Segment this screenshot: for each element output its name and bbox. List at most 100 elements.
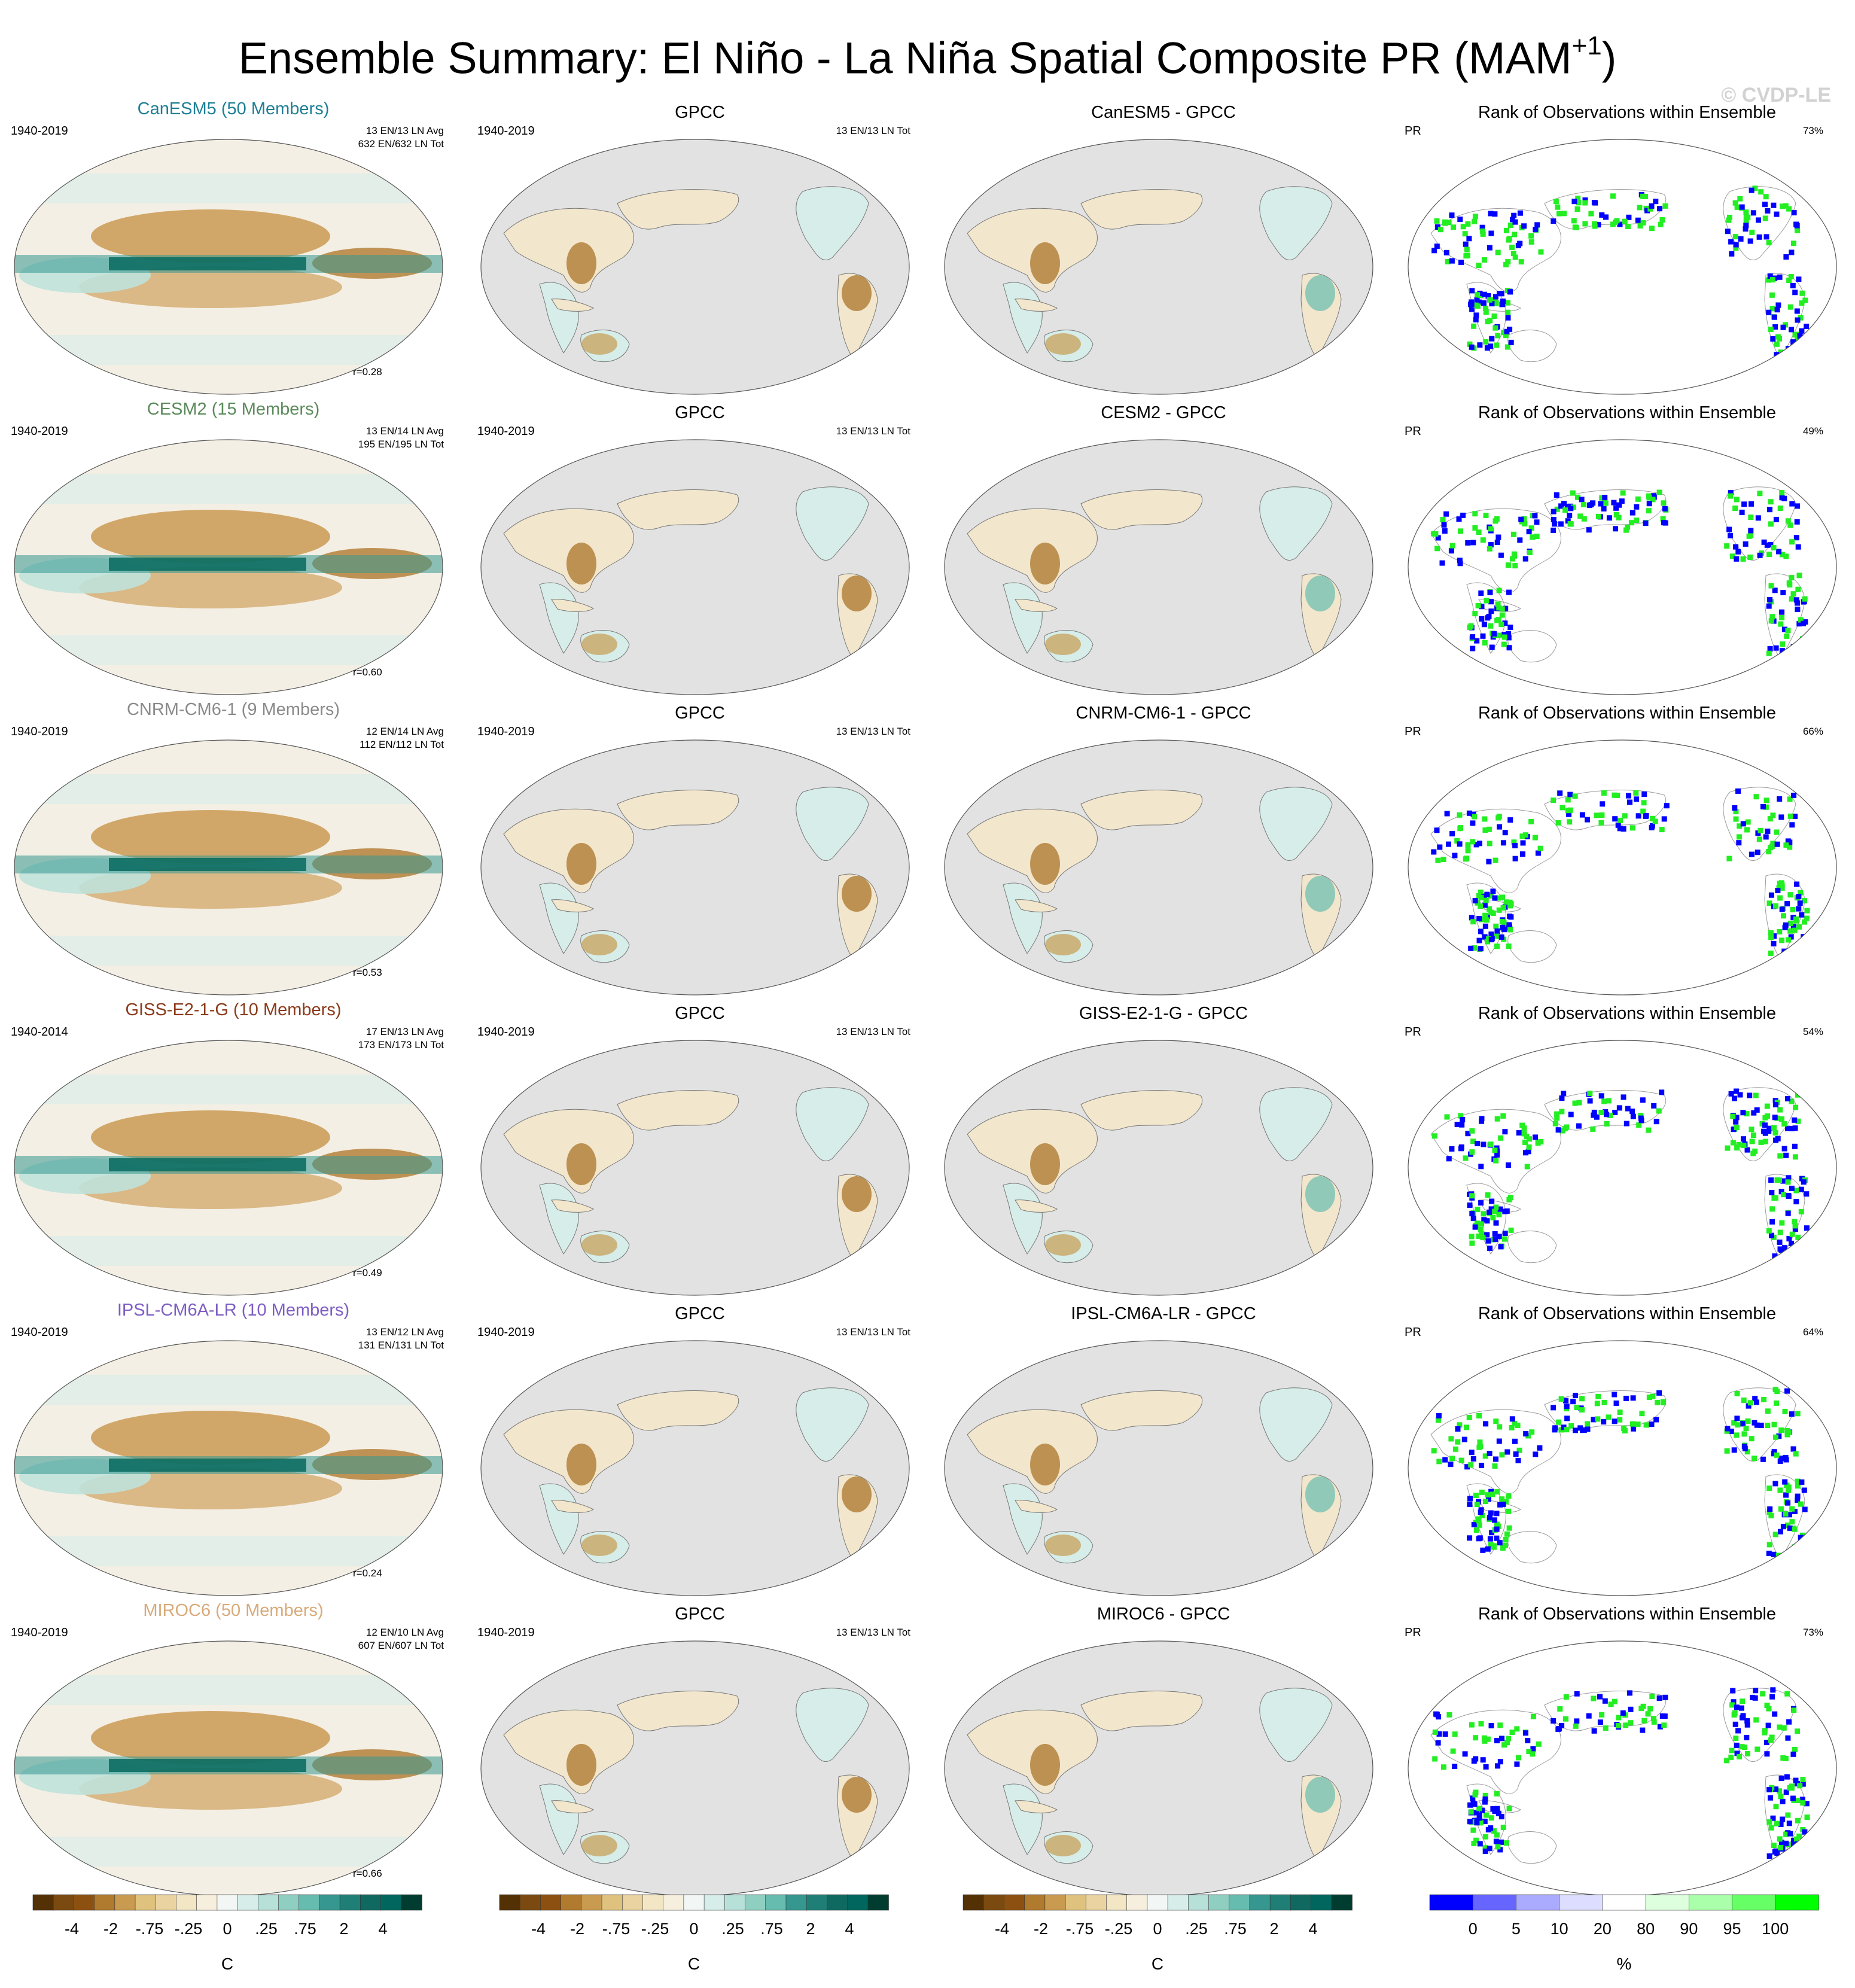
colorbar: -4 -2 -.75 -.25 0 .25 .75 2 4 C <box>497 1882 891 1973</box>
colorbar-swatch <box>581 1894 602 1911</box>
colorbar-swatch <box>703 1894 726 1911</box>
model-title: CanESM5 (50 Members) <box>137 99 330 118</box>
colorbar-swatch <box>1516 1894 1560 1911</box>
total-counts: 131 EN/131 LN Tot <box>358 1339 444 1351</box>
period-label: 1940-2019 <box>477 1326 535 1339</box>
colorbar-swatch <box>114 1894 136 1911</box>
colorbar-swatch <box>380 1894 402 1911</box>
difference-panel: MIROC6 - GPCC <box>936 1603 1391 1905</box>
colorbar-swatch <box>1126 1894 1148 1911</box>
total-counts: 112 EN/112 LN Tot <box>360 739 444 750</box>
colorbar: 0 5 10 20 80 90 95 100% <box>1427 1882 1822 1973</box>
difference-panel: GISS-E2-1-G - GPCC <box>936 1003 1391 1305</box>
colorbar-tick-label: 5 <box>1512 1920 1521 1938</box>
colorbar-swatch <box>298 1894 320 1911</box>
pattern-correlation: r=0.60 <box>353 666 382 678</box>
rank-percent: 54% <box>1802 1026 1823 1037</box>
colorbar-swatch <box>176 1894 197 1911</box>
model-panel: CNRM-CM6-1 (9 Members) 1940-2019 12 EN/14 … <box>6 700 461 1004</box>
colorbar-tick-label: 2 <box>806 1920 815 1938</box>
difference-title: CNRM-CM6-1 - GPCC <box>1076 704 1251 723</box>
period-label: 1940-2019 <box>11 725 68 738</box>
colorbar-swatch <box>499 1894 521 1911</box>
event-counts: 12 EN/14 LN Avg 112 EN/112 LN Tot <box>360 725 444 751</box>
difference-title: IPSL-CM6A-LR - GPCC <box>1071 1304 1256 1323</box>
total-counts: 173 EN/173 LN Tot <box>358 1039 444 1051</box>
model-map <box>14 139 443 395</box>
model-map <box>14 1640 443 1896</box>
model-panel: CanESM5 (50 Members) 1940-2019 13 EN/13 LN… <box>6 99 461 404</box>
colorbar-swatch <box>217 1894 238 1911</box>
diff-map <box>944 1640 1373 1896</box>
pattern-correlation: r=0.53 <box>353 967 382 978</box>
obs-title: GPCC <box>675 1605 725 1624</box>
colorbar-swatch <box>1732 1894 1776 1911</box>
event-counts: 17 EN/13 LN Avg 173 EN/173 LN Tot <box>358 1025 444 1052</box>
colorbar-swatch <box>1085 1894 1107 1911</box>
rank-title: Rank of Observations within Ensemble <box>1478 403 1777 422</box>
obs-counts: 13 EN/13 LN Tot <box>836 726 910 737</box>
period-label: 1940-2019 <box>11 1326 68 1339</box>
model-map <box>14 739 443 995</box>
obs-panel: GPCC 1940-2019 13 EN/13 LN Tot <box>473 702 927 1004</box>
colorbar-swatch <box>237 1894 259 1911</box>
colorbar-tick-label: 0 <box>1469 1920 1478 1938</box>
difference-panel: CNRM-CM6-1 - GPCC <box>936 702 1391 1004</box>
colorbar-swatch <box>1645 1894 1690 1911</box>
obs-counts: 13 EN/13 LN Tot <box>836 1326 910 1338</box>
colorbar-tick-label: -.75 <box>1066 1920 1094 1938</box>
colorbar-swatch <box>1559 1894 1603 1911</box>
rank-variable: PR <box>1405 725 1421 738</box>
colorbar: -4 -2 -.75 -.25 0 .25 .75 2 4 C <box>30 1882 425 1973</box>
colorbar-unit: C <box>221 1954 234 1973</box>
colorbar-swatch <box>1044 1894 1066 1911</box>
colorbar-tick-label: -4 <box>531 1920 546 1938</box>
colorbar-swatch <box>74 1894 95 1911</box>
avg-counts: 13 EN/13 LN Avg <box>365 125 444 136</box>
colorbar-swatch <box>847 1894 869 1911</box>
colorbar-unit: C <box>687 1954 700 1973</box>
colorbar-tick-label: -2 <box>1034 1920 1048 1938</box>
obs-title: GPCC <box>675 1304 725 1323</box>
colorbar-tick-label: .75 <box>294 1920 316 1938</box>
model-map <box>14 1340 443 1596</box>
event-counts: 13 EN/12 LN Avg 131 EN/131 LN Tot <box>358 1326 444 1352</box>
colorbar-swatch <box>360 1894 382 1911</box>
rank-variable: PR <box>1405 1025 1421 1039</box>
obs-panel: GPCC 1940-2019 13 EN/13 LN Tot <box>473 102 927 404</box>
period-label: 1940-2019 <box>477 1626 535 1639</box>
colorbar-swatch <box>135 1894 157 1911</box>
pattern-correlation: r=0.28 <box>353 366 382 377</box>
obs-map <box>480 1640 910 1896</box>
rank-title: Rank of Observations within Ensemble <box>1478 103 1777 122</box>
rank-percent: 49% <box>1802 425 1823 437</box>
diff-map <box>944 439 1373 695</box>
colorbar-swatch <box>32 1894 54 1911</box>
period-label: 1940-2019 <box>477 1025 535 1039</box>
colorbar-swatch <box>827 1894 848 1911</box>
model-panel: IPSL-CM6A-LR (10 Members) 1940-2019 13 EN/… <box>6 1301 461 1605</box>
avg-counts: 13 EN/14 LN Avg <box>365 425 444 437</box>
rank-panel: Rank of Observations within Ensemble PR 64… <box>1400 1303 1854 1605</box>
total-counts: 607 EN/607 LN Tot <box>358 1640 444 1651</box>
obs-map <box>480 439 910 695</box>
colorbar-tick-label: -.25 <box>1105 1920 1133 1938</box>
colorbar-tick-label: -2 <box>103 1920 118 1938</box>
colorbar-swatch <box>806 1894 828 1911</box>
period-label: 1940-2019 <box>477 425 535 438</box>
rank-panel: Rank of Observations within Ensemble PR 66… <box>1400 702 1854 1004</box>
obs-map <box>480 739 910 995</box>
colorbar-swatch <box>622 1894 644 1911</box>
colorbar-tick-label: -4 <box>995 1920 1009 1938</box>
model-title: CESM2 (15 Members) <box>147 400 320 419</box>
colorbar-swatch <box>1602 1894 1646 1911</box>
colorbar-swatch <box>1249 1894 1271 1911</box>
model-title: MIROC6 (50 Members) <box>143 1601 324 1620</box>
colorbar-scale: 0 5 10 20 80 90 95 100 <box>1429 1894 1819 1938</box>
rank-percent: 64% <box>1802 1326 1823 1338</box>
colorbar-tick-label: .75 <box>1224 1920 1247 1938</box>
rank-percent: 73% <box>1802 125 1823 136</box>
pattern-correlation: r=0.66 <box>353 1868 382 1879</box>
colorbar-swatch <box>765 1894 787 1911</box>
watermark: © CVDP-LE <box>1721 84 1831 106</box>
